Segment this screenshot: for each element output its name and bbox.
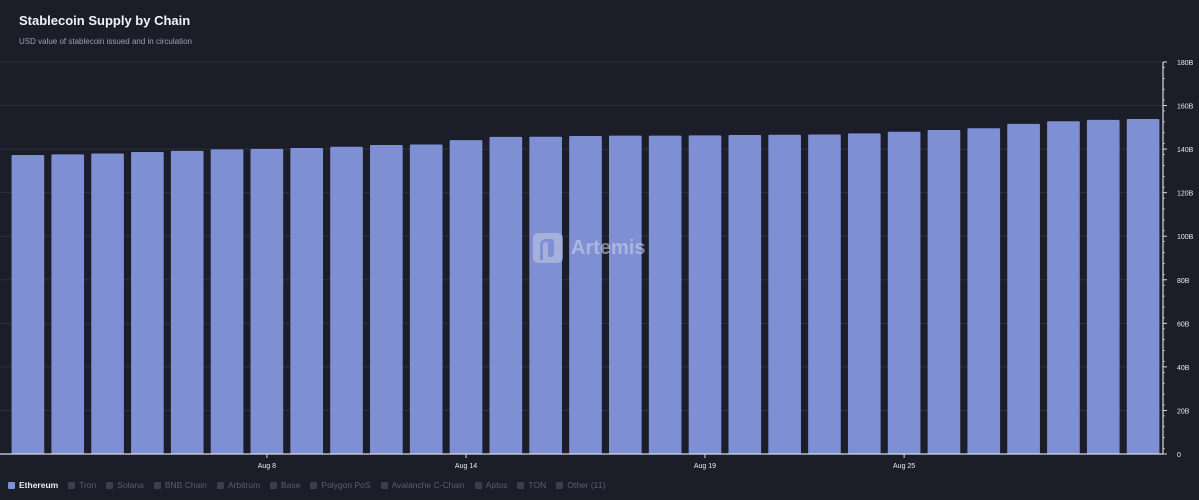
x-tick-label: Aug 8: [258, 463, 276, 470]
legend-swatch-icon: [216, 481, 224, 489]
legend-item[interactable]: BNB Chain: [153, 480, 207, 490]
bar[interactable]: [847, 133, 881, 455]
bar-chart: 0 20B 40B 60B 80B 100B 120B 140B 160B 180B Aug 8 Au…: [0, 60, 1194, 470]
bar[interactable]: [967, 128, 1001, 454]
x-tick-label: Aug 14: [455, 463, 477, 470]
bars: [11, 119, 1160, 455]
bar[interactable]: [728, 134, 762, 454]
y-tick-label: 100B: [1177, 234, 1194, 241]
legend-item[interactable]: Other (11): [556, 480, 605, 490]
y-tick-label: 180B: [1177, 60, 1194, 67]
y-tick-label: 60B: [1177, 321, 1190, 328]
legend-label: Polygon PoS: [321, 480, 371, 490]
bar[interactable]: [808, 134, 841, 454]
x-tick-label: Aug 25: [893, 463, 915, 470]
legend-item[interactable]: Aptos: [474, 480, 508, 490]
bar[interactable]: [608, 135, 642, 454]
legend-item[interactable]: Solana: [106, 480, 144, 490]
bar[interactable]: [409, 144, 443, 454]
legend-label: Tron: [79, 480, 97, 490]
bar[interactable]: [250, 148, 284, 455]
bar[interactable]: [11, 154, 45, 455]
legend-item[interactable]: Base: [270, 480, 300, 490]
x-tick-label: Aug 19: [694, 463, 716, 470]
chart-subtitle: USD value of stablecoin issued and in ci…: [19, 37, 192, 46]
bar[interactable]: [1007, 123, 1040, 455]
legend-item[interactable]: Avalanche C-Chain: [380, 480, 465, 490]
artemis-logo-icon: [533, 233, 563, 263]
bar[interactable]: [210, 149, 244, 454]
bar[interactable]: [569, 136, 602, 455]
bar[interactable]: [648, 135, 682, 454]
legend-swatch-icon: [310, 481, 318, 489]
y-tick-label: 140B: [1177, 147, 1194, 154]
bar[interactable]: [1047, 121, 1080, 454]
y-tick-label: 40B: [1177, 365, 1190, 372]
bar[interactable]: [927, 129, 961, 455]
legend-label: Aptos: [485, 480, 508, 490]
legend-swatch-icon: [68, 481, 76, 489]
legend-label: Ethereum: [19, 480, 59, 490]
y-tick-label: 160B: [1177, 104, 1194, 111]
bar[interactable]: [330, 146, 363, 454]
bar[interactable]: [370, 144, 403, 454]
legend-swatch-icon: [153, 481, 161, 489]
bar[interactable]: [51, 154, 85, 455]
bar[interactable]: [1086, 119, 1120, 454]
legend-label: Solana: [117, 480, 144, 490]
bar[interactable]: [170, 150, 204, 454]
legend-item[interactable]: Ethereum: [8, 480, 58, 490]
legend-item[interactable]: TON: [517, 480, 546, 490]
watermark-text: Artemis: [571, 236, 646, 259]
bar[interactable]: [449, 140, 483, 454]
y-tick-label: 20B: [1177, 408, 1190, 415]
bar[interactable]: [91, 153, 124, 454]
chart-title: Stablecoin Supply by Chain: [19, 13, 191, 28]
bar[interactable]: [768, 134, 801, 454]
legend-swatch-icon: [380, 481, 388, 489]
legend-swatch-icon: [8, 481, 15, 489]
axes: 0 20B 40B 60B 80B 100B 120B 140B 160B 180B Aug 8 Au…: [0, 60, 1194, 470]
legend-label: Avalanche C-Chain: [391, 480, 465, 490]
legend-label: Base: [281, 480, 301, 490]
bar[interactable]: [887, 131, 921, 454]
legend-label: TON: [528, 480, 547, 490]
legend-swatch-icon: [517, 481, 525, 489]
bar[interactable]: [290, 148, 324, 454]
legend-swatch-icon: [556, 481, 564, 489]
bar[interactable]: [131, 151, 164, 455]
y-tick-label: 0: [1177, 452, 1181, 459]
bar[interactable]: [1126, 119, 1160, 455]
artemis-watermark: Artemis: [533, 233, 645, 263]
legend-label: Arbitrum: [227, 480, 261, 490]
y-tick-label: 120B: [1177, 191, 1194, 198]
legend-item[interactable]: Arbitrum: [216, 480, 261, 490]
legend-item[interactable]: Polygon PoS: [310, 480, 371, 490]
legend-item[interactable]: Tron: [68, 480, 96, 490]
y-tick-label: 80B: [1177, 278, 1190, 285]
chart-legend: Ethereum Tron Solana BNB Chain Arbitrum Base P…: [8, 480, 605, 490]
bar[interactable]: [489, 136, 523, 454]
legend-label: Other (11): [567, 480, 606, 490]
bar[interactable]: [529, 136, 563, 454]
legend-label: BNB Chain: [164, 480, 207, 490]
legend-swatch-icon: [270, 481, 278, 489]
bar[interactable]: [688, 135, 722, 454]
legend-swatch-icon: [106, 481, 114, 489]
legend-swatch-icon: [474, 481, 482, 489]
